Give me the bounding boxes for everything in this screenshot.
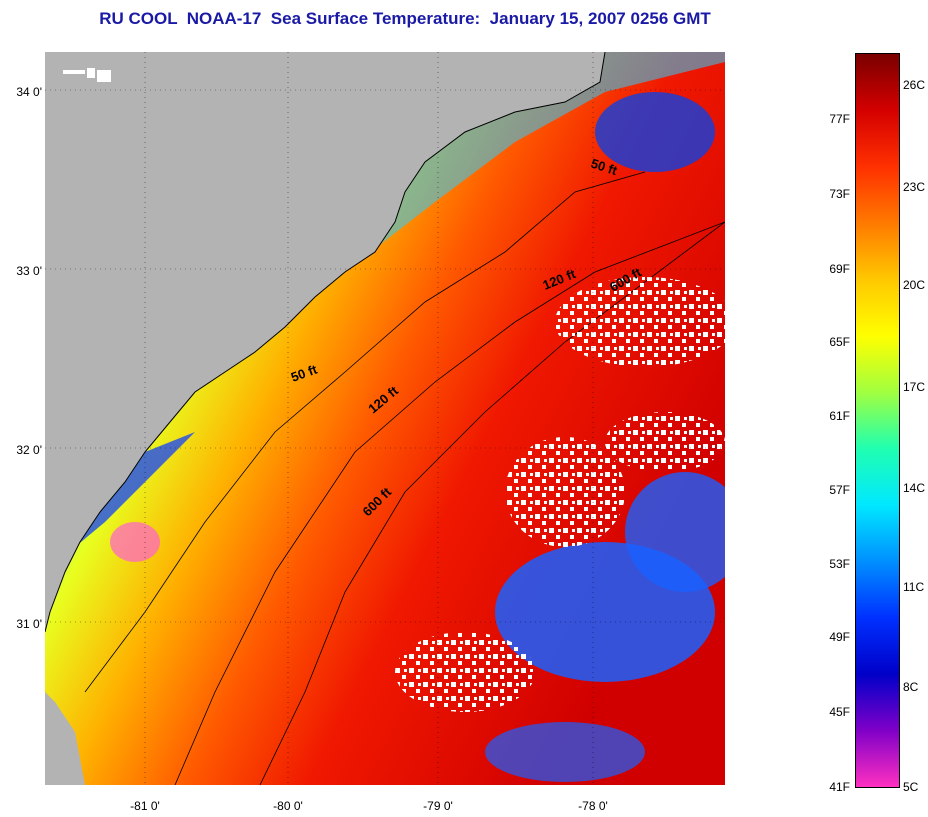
sst-map-canvas: 50 ft 50 ft 120 ft 120 ft 600 ft 600 ft [45, 52, 725, 785]
colorbar-label-f: 41F [829, 780, 850, 794]
colorbar-label-f: 69F [829, 262, 850, 276]
colorbar-label-f: 73F [829, 187, 850, 201]
land [45, 52, 605, 632]
lat-label: 34 0' [16, 85, 42, 99]
colorbar-label-c: 11C [903, 580, 925, 594]
chart-title: RU COOL NOAA-17 Sea Surface Temperature:… [99, 9, 711, 28]
graticule [45, 52, 725, 785]
lon-label: -81 0' [130, 799, 160, 813]
cloud-cover [555, 277, 725, 367]
colorbar-label-f: 77F [829, 112, 850, 126]
ru-logo [63, 68, 111, 82]
lon-label: -80 0' [273, 799, 303, 813]
colorbar-label-f: 53F [829, 557, 850, 571]
colorbar-label-f: 49F [829, 630, 850, 644]
colorbar-label-c: 23C [903, 180, 926, 194]
isobath-50ft [84, 171, 646, 693]
colorbar [855, 53, 900, 788]
colorbar-label-f: 45F [829, 705, 850, 719]
colorbar-label-c: 5C [903, 780, 919, 794]
colorbar-label-c: 8C [903, 680, 919, 694]
lat-label: 31 0' [16, 617, 42, 631]
colorbar-label-c: 17C [903, 380, 926, 394]
sst-map[interactable]: 50 ft 50 ft 120 ft 120 ft 600 ft 600 ft [45, 52, 725, 785]
colorbar-label-f: 61F [829, 409, 850, 423]
coastline [45, 52, 606, 633]
colorbar-label-c: 20C [903, 278, 926, 292]
isobath-120ft [174, 221, 725, 785]
lat-label: 32 0' [16, 443, 42, 457]
lon-label: -79 0' [423, 799, 453, 813]
colorbar-label-f: 57F [829, 483, 850, 497]
colorbar-label-c: 26C [903, 78, 926, 92]
lon-label: -78 0' [578, 799, 608, 813]
lat-label: 33 0' [16, 264, 42, 278]
colorbar-label-c: 14C [903, 481, 926, 495]
colorbar-label-f: 65F [829, 335, 850, 349]
